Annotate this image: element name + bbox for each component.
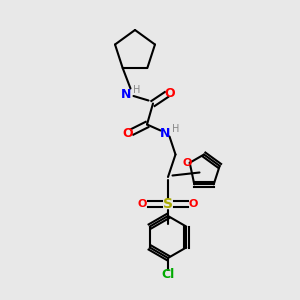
- Text: H: H: [133, 85, 140, 95]
- Text: Cl: Cl: [161, 268, 175, 281]
- Text: N: N: [121, 88, 131, 101]
- Text: O: O: [182, 158, 191, 168]
- Text: O: O: [122, 127, 133, 140]
- Text: O: O: [138, 199, 147, 209]
- Text: O: O: [189, 199, 198, 209]
- Text: H: H: [172, 124, 179, 134]
- Text: S: S: [163, 197, 173, 211]
- Text: N: N: [160, 127, 170, 140]
- Text: O: O: [164, 86, 175, 100]
